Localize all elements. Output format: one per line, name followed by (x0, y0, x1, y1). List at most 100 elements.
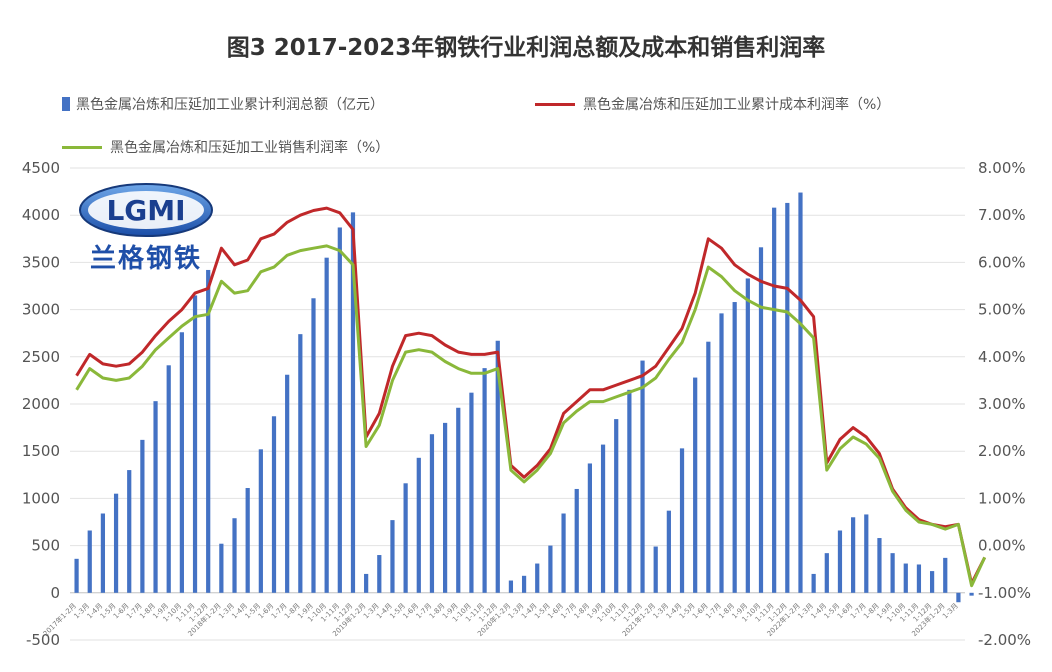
bar-profit-total (443, 422, 448, 593)
left-axis-tick-label: 0 (50, 584, 60, 602)
bar-profit-total (350, 212, 356, 593)
bar-profit-total (179, 332, 184, 593)
bar-profit-total (285, 374, 290, 593)
left-axis-tick-label: 4500 (22, 159, 60, 177)
bar-profit-total (706, 341, 711, 593)
left-axis-tick-label: 2500 (22, 348, 60, 366)
right-axis-tick-label: 3.00% (978, 395, 1026, 413)
bar-profit-total (666, 510, 671, 593)
bar-profit-total (390, 520, 395, 593)
legend-swatch-sales-line (62, 145, 102, 149)
right-axis-tick-label: 4.00% (978, 348, 1026, 366)
right-axis-tick-label: 6.00% (978, 253, 1026, 271)
bar-profit-total (851, 517, 856, 593)
left-axis-tick-label: 3500 (22, 253, 60, 271)
bar-profit-total (903, 563, 908, 593)
bar-profit-total (627, 389, 632, 593)
bar-profit-total (100, 513, 106, 593)
bar-profit-total (429, 434, 435, 593)
legend-swatch-bar (62, 97, 70, 111)
bar-profit-total (943, 557, 948, 593)
bar-profit-total (916, 564, 922, 593)
bar-profit-total (679, 448, 685, 593)
bar-profit-total (324, 257, 329, 593)
legend-swatch-cost-line (535, 102, 575, 106)
line-cost-margin (75, 206, 987, 585)
bar-profit-total (192, 295, 198, 593)
logo: LGMI 兰格钢铁 (76, 180, 216, 280)
bar-profit-total (469, 392, 474, 593)
bar-profit-total (587, 463, 592, 593)
bar-profit-total (521, 575, 527, 593)
bar-profit-total (535, 563, 540, 593)
bar-profit-total (561, 513, 566, 593)
bar-profit-total (614, 419, 619, 593)
bar-profit-total (758, 247, 764, 593)
left-axis-tick-label: 4000 (22, 206, 60, 224)
bar-profit-total (640, 360, 645, 593)
bar-profit-total (719, 313, 724, 593)
right-axis-tick-label: -2.00% (978, 631, 1031, 649)
bar-profit-total (508, 580, 514, 593)
bar-profit-total (403, 483, 408, 593)
x-axis-tick-label: 1-3月 (941, 602, 960, 621)
bar-profit-total (271, 416, 277, 593)
bar-profit-total (574, 488, 579, 593)
legend-label-sales-margin: 黑色金属冶炼和压延加工业销售利润率（%） (110, 140, 390, 156)
left-axis-tick-label: -500 (26, 631, 60, 649)
legend-item-profit-total: 黑色金属冶炼和压延加工业累计利润总额（亿元） (62, 94, 384, 114)
bar-profit-total (693, 377, 698, 593)
bar-profit-total (745, 278, 750, 593)
bar-profit-total (311, 298, 316, 593)
chart-title: 图3 2017-2023年钢铁行业利润总额及成本和销售利润率 (226, 35, 826, 61)
right-axis-tick-label: 1.00% (978, 489, 1026, 507)
bar-profit-total (798, 192, 803, 593)
right-axis-tick-label: 7.00% (978, 206, 1026, 224)
bar-profit-total (232, 518, 237, 593)
bar-profit-total (956, 592, 961, 603)
line-sales-margin (75, 244, 987, 588)
bar-profit-total (600, 444, 606, 593)
right-axis-tick-label: 0.00% (978, 537, 1026, 555)
bar-profit-total (140, 439, 145, 593)
left-axis-tick-label: 3000 (22, 301, 60, 319)
left-axis-tick-label: 1000 (22, 489, 60, 507)
bar-profit-total (890, 553, 895, 593)
bar-profit-total (456, 407, 461, 593)
bar-profit-total (377, 555, 382, 593)
bar-profit-total (74, 558, 79, 593)
bar-profit-total (364, 573, 369, 593)
bar-profit-total (824, 553, 829, 593)
bar-profit-total (653, 546, 658, 593)
right-axis-tick-label: 2.00% (978, 442, 1026, 460)
right-axis-tick-label: 5.00% (978, 301, 1026, 319)
bar-profit-total (482, 368, 487, 593)
logo-name: LGMI (106, 194, 185, 227)
bar-profit-total (785, 202, 790, 593)
bar-profit-total (298, 334, 303, 593)
bar-profit-total (772, 207, 777, 593)
legend-label-profit-total: 黑色金属冶炼和压延加工业累计利润总额（亿元） (76, 97, 384, 113)
legend-item-cost-margin: 黑色金属冶炼和压延加工业累计成本利润率（%） (535, 94, 890, 114)
right-axis-tick-label: -1.00% (978, 584, 1031, 602)
bar-profit-total (811, 573, 816, 593)
bar-profit-total (416, 457, 421, 593)
bar-profit-total (337, 227, 342, 593)
bar-profit-total (548, 545, 553, 593)
bar-profit-total (877, 538, 882, 593)
bar-profit-total (153, 401, 158, 593)
bar-profit-total (166, 365, 171, 593)
legend-label-cost-margin: 黑色金属冶炼和压延加工业累计成本利润率（%） (583, 97, 891, 113)
bar-profit-total (113, 493, 119, 593)
logo-subtitle: 兰格钢铁 (89, 244, 202, 274)
bar-profit-total (206, 269, 211, 593)
bar-profit-total (837, 530, 843, 593)
right-axis-tick-label: 8.00% (978, 159, 1026, 177)
lgmi-logo-icon: LGMI (79, 183, 213, 237)
bar-profit-total (127, 470, 132, 593)
left-axis-tick-label: 1500 (22, 442, 60, 460)
bar-profit-total (258, 449, 263, 593)
left-axis-tick-label: 2000 (22, 395, 60, 413)
bar-profit-total (969, 592, 974, 596)
